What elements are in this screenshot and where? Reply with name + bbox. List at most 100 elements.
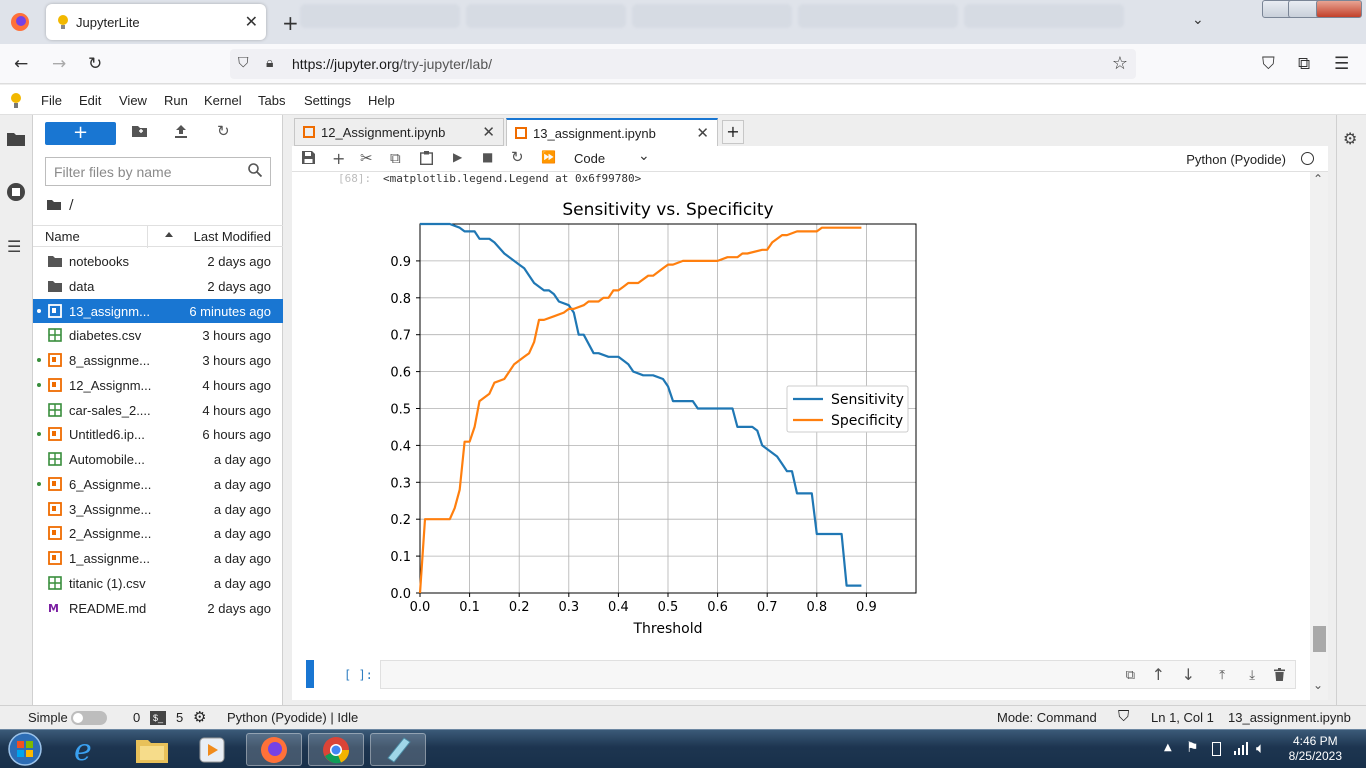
running-kernels-icon[interactable] [7, 183, 25, 201]
cut-icon[interactable]: ✂ [360, 149, 373, 167]
volume-icon[interactable]: 🔈︎ [1256, 739, 1266, 757]
folder-icon[interactable] [7, 131, 25, 146]
windows-start-icon[interactable] [6, 731, 44, 767]
pocket-icon[interactable]: ⛉ [1262, 54, 1275, 74]
close-window-button[interactable] [1316, 0, 1362, 18]
scroll-up-icon[interactable]: ⌃ [1313, 172, 1324, 186]
insert-above-icon[interactable]: ⤒ [1219, 668, 1225, 683]
shield-icon[interactable]: ⛉ [238, 55, 249, 71]
taskbar-app[interactable] [370, 733, 426, 766]
kernel-status[interactable]: Python (Pyodide) | Idle [227, 710, 359, 725]
battery-icon[interactable] [1212, 742, 1221, 756]
cell-type-select[interactable]: Code [574, 151, 606, 166]
browser-tab-jupyterlite[interactable]: JupyterLite ✕ [46, 4, 266, 40]
upload-icon[interactable] [175, 125, 187, 138]
taskbar-internet-explorer[interactable]: e [62, 733, 118, 768]
insert-cell-icon[interactable]: + [332, 149, 346, 168]
action-center-flag-icon[interactable]: ⚑ [1186, 740, 1199, 756]
file-row[interactable]: 6_Assignme... a day ago [33, 472, 283, 496]
table-of-contents-icon[interactable]: ☰ [7, 237, 22, 256]
reload-icon[interactable]: ↻ [88, 54, 103, 74]
copy-icon[interactable]: ⧉ [390, 149, 401, 167]
new-launcher-button[interactable]: + [45, 122, 116, 145]
restart-kernel-icon[interactable]: ↻ [511, 148, 524, 166]
network-signal-icon[interactable] [1233, 740, 1249, 756]
file-row[interactable]: Untitled6.ip... 6 hours ago [33, 422, 283, 446]
insert-below-icon[interactable]: ⤓ [1249, 668, 1255, 683]
lock-icon[interactable]: 🔒︎ [266, 55, 274, 71]
chevron-down-icon[interactable]: ⌄ [638, 148, 650, 164]
show-hidden-icons-icon[interactable]: ▲ [1164, 742, 1172, 753]
close-tab-icon[interactable]: ✕ [696, 125, 709, 142]
kernel-name[interactable]: Python (Pyodide) [1186, 152, 1286, 167]
file-row[interactable]: titanic (1).csv a day ago [33, 571, 283, 595]
shield-icon[interactable]: ⛉ [1118, 708, 1130, 725]
menu-view[interactable]: View [119, 93, 147, 108]
terminal-count[interactable]: 0 [133, 710, 141, 725]
file-row[interactable]: 12_Assignm... 4 hours ago [33, 373, 283, 397]
file-row[interactable]: 2_Assignme... a day ago [33, 521, 283, 545]
file-row[interactable]: M README.md 2 days ago [33, 596, 283, 620]
menu-file[interactable]: File [41, 93, 62, 108]
new-tab-icon[interactable]: + [282, 11, 299, 35]
paste-icon[interactable] [420, 151, 433, 165]
menu-edit[interactable]: Edit [79, 93, 102, 108]
save-icon[interactable] [302, 151, 315, 164]
move-down-icon[interactable]: ↓ [1181, 665, 1195, 684]
close-tab-icon[interactable]: ✕ [244, 12, 258, 31]
taskbar-file-explorer[interactable] [124, 733, 180, 766]
simple-mode-toggle[interactable] [71, 711, 107, 725]
tab-12-assignment[interactable]: 12_Assignment.ipynb ✕ [294, 118, 504, 146]
cursor-position[interactable]: Ln 1, Col 1 [1151, 710, 1214, 725]
hamburger-menu-icon[interactable]: ☰ [1334, 54, 1350, 74]
url-bar[interactable]: ⛉ 🔒︎ https://jupyter.org/try-jupyter/lab… [230, 49, 1136, 79]
add-tab-button[interactable]: + [722, 120, 744, 144]
extensions-icon[interactable]: ⧉ [1298, 54, 1311, 74]
move-up-icon[interactable]: ↑ [1151, 665, 1165, 684]
menu-kernel[interactable]: Kernel [204, 93, 242, 108]
filter-files-input[interactable] [46, 158, 236, 185]
file-row[interactable]: car-sales_2.... 4 hours ago [33, 398, 283, 422]
taskbar-chrome[interactable] [308, 733, 364, 766]
back-icon[interactable]: ← [14, 54, 29, 74]
code-editor[interactable]: ⧉ ↑ ↓ ⤒ ⤓ [380, 660, 1296, 689]
menu-tabs[interactable]: Tabs [258, 93, 286, 108]
file-row[interactable]: 3_Assignme... a day ago [33, 497, 283, 521]
kernel-count[interactable]: 5 [176, 710, 184, 725]
kernel-status-icon [1301, 152, 1314, 165]
column-last-modified[interactable]: Last Modified [193, 229, 271, 244]
menu-run[interactable]: Run [164, 93, 188, 108]
file-row[interactable]: 13_assignm... 6 minutes ago [33, 298, 283, 323]
new-folder-icon[interactable] [132, 125, 147, 137]
forward-icon[interactable]: → [52, 54, 67, 74]
close-tab-icon[interactable]: ✕ [482, 124, 495, 141]
run-cell-icon[interactable]: ▶ [453, 150, 463, 164]
duplicate-cell-icon[interactable]: ⧉ [1125, 668, 1135, 683]
breadcrumb[interactable]: / [47, 198, 74, 213]
file-row[interactable]: data 2 days ago [33, 274, 283, 298]
file-row[interactable]: Automobile... a day ago [33, 447, 283, 471]
scroll-down-icon[interactable]: ⌄ [1313, 678, 1324, 692]
file-row[interactable]: 1_assignme... a day ago [33, 546, 283, 570]
restart-run-all-icon[interactable]: ⏩ [541, 150, 556, 164]
taskbar-clock[interactable]: 4:46 PM 8/25/2023 [1289, 734, 1342, 764]
menu-help[interactable]: Help [368, 93, 395, 108]
input-cell[interactable]: [ ]: ⧉ ↑ ↓ ⤒ ⤓ [306, 660, 1296, 690]
menu-settings[interactable]: Settings [304, 93, 351, 108]
refresh-icon[interactable]: ↻ [217, 122, 230, 140]
column-name[interactable]: Name [45, 229, 80, 244]
delete-cell-icon[interactable] [1274, 668, 1285, 681]
scrollbar-thumb[interactable] [1313, 626, 1326, 652]
file-row[interactable]: 8_assignme... 3 hours ago [33, 348, 283, 372]
file-row[interactable]: diabetes.csv 3 hours ago [33, 323, 283, 347]
file-row[interactable]: notebooks 2 days ago [33, 249, 283, 273]
list-tabs-icon[interactable]: ⌄ [1192, 12, 1204, 28]
bookmark-star-icon[interactable]: ☆ [1111, 53, 1128, 74]
notebook-scrollbar[interactable]: ⌃ ⌄ [1310, 172, 1328, 700]
taskbar-firefox[interactable] [246, 733, 302, 766]
tab-13-assignment[interactable]: 13_assignment.ipynb ✕ [506, 118, 718, 146]
taskbar-media-player[interactable] [184, 733, 240, 766]
interrupt-kernel-icon[interactable]: ■ [482, 150, 494, 164]
property-inspector-icon[interactable]: ⚙ [1343, 129, 1358, 148]
firefox-icon[interactable] [10, 12, 30, 32]
